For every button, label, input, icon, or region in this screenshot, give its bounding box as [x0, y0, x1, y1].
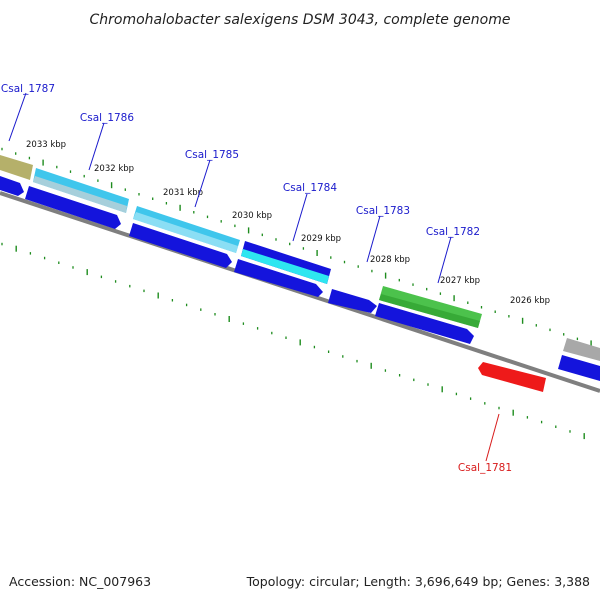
gene-csal-1785-arrow[interactable] — [129, 223, 232, 268]
gene-csal-1784-arrow[interactable] — [234, 259, 323, 297]
gene-csal-1786-arrow[interactable] — [25, 186, 121, 229]
gene-label-csal-1783[interactable]: Csal_1783 — [356, 205, 410, 217]
kbp-label: 2028 kbp — [370, 255, 410, 265]
kbp-label: 2032 kbp — [94, 164, 134, 174]
kbp-label: 2029 kbp — [301, 234, 341, 244]
leader-line — [292, 193, 308, 242]
gene-label-csal-1786[interactable]: Csal_1786 — [80, 112, 134, 124]
outer-tick-track — [1, 147, 592, 347]
gene-right-gray-block[interactable] — [563, 338, 600, 361]
leader-line — [194, 159, 211, 208]
kbp-label: 2031 kbp — [163, 188, 203, 198]
gene-csal-1786-shade — [33, 176, 127, 213]
gene-label-csal-1781[interactable]: Csal_1781 — [458, 462, 512, 474]
gene-label-csal-1784[interactable]: Csal_1784 — [283, 182, 337, 194]
gene-arrow-left[interactable] — [0, 176, 24, 196]
inner-tick-track — [1, 242, 585, 440]
gene-right-blue-arrow[interactable] — [558, 355, 600, 381]
gene-label-csal-1785[interactable]: Csal_1785 — [185, 149, 239, 161]
gene-csal-1782-shade — [379, 294, 480, 328]
accession-text: Accession: NC_007963 — [9, 574, 151, 589]
map-title: Chromohalobacter salexigens DSM 3043, co… — [90, 12, 511, 28]
leader-line — [88, 122, 105, 171]
kbp-label: 2033 kbp — [26, 140, 66, 150]
topology-summary: Topology: circular; Length: 3,696,649 bp… — [246, 574, 590, 589]
gene-csal-1785-shade — [133, 212, 238, 253]
kbp-label: 2027 kbp — [440, 276, 480, 286]
leader-line — [437, 236, 452, 284]
gene-csal-1784-shade — [241, 249, 329, 284]
leader-line — [366, 215, 381, 263]
kbp-label: 2026 kbp — [510, 296, 550, 306]
leader-line — [485, 413, 500, 462]
gene-label-csal-1782[interactable]: Csal_1782 — [426, 226, 480, 238]
gene-csal-1787-block[interactable] — [0, 155, 33, 180]
gene-csal-1782-arrow[interactable] — [375, 303, 474, 344]
leader-line — [8, 92, 27, 142]
gene-csal-1783-arrow[interactable] — [328, 289, 377, 313]
kbp-label: 2030 kbp — [232, 211, 272, 221]
gene-csal-1781-arrow[interactable] — [478, 362, 546, 392]
gene-label-csal-1787[interactable]: Csal_1787 — [1, 83, 55, 95]
genome-backbone — [0, 191, 600, 393]
